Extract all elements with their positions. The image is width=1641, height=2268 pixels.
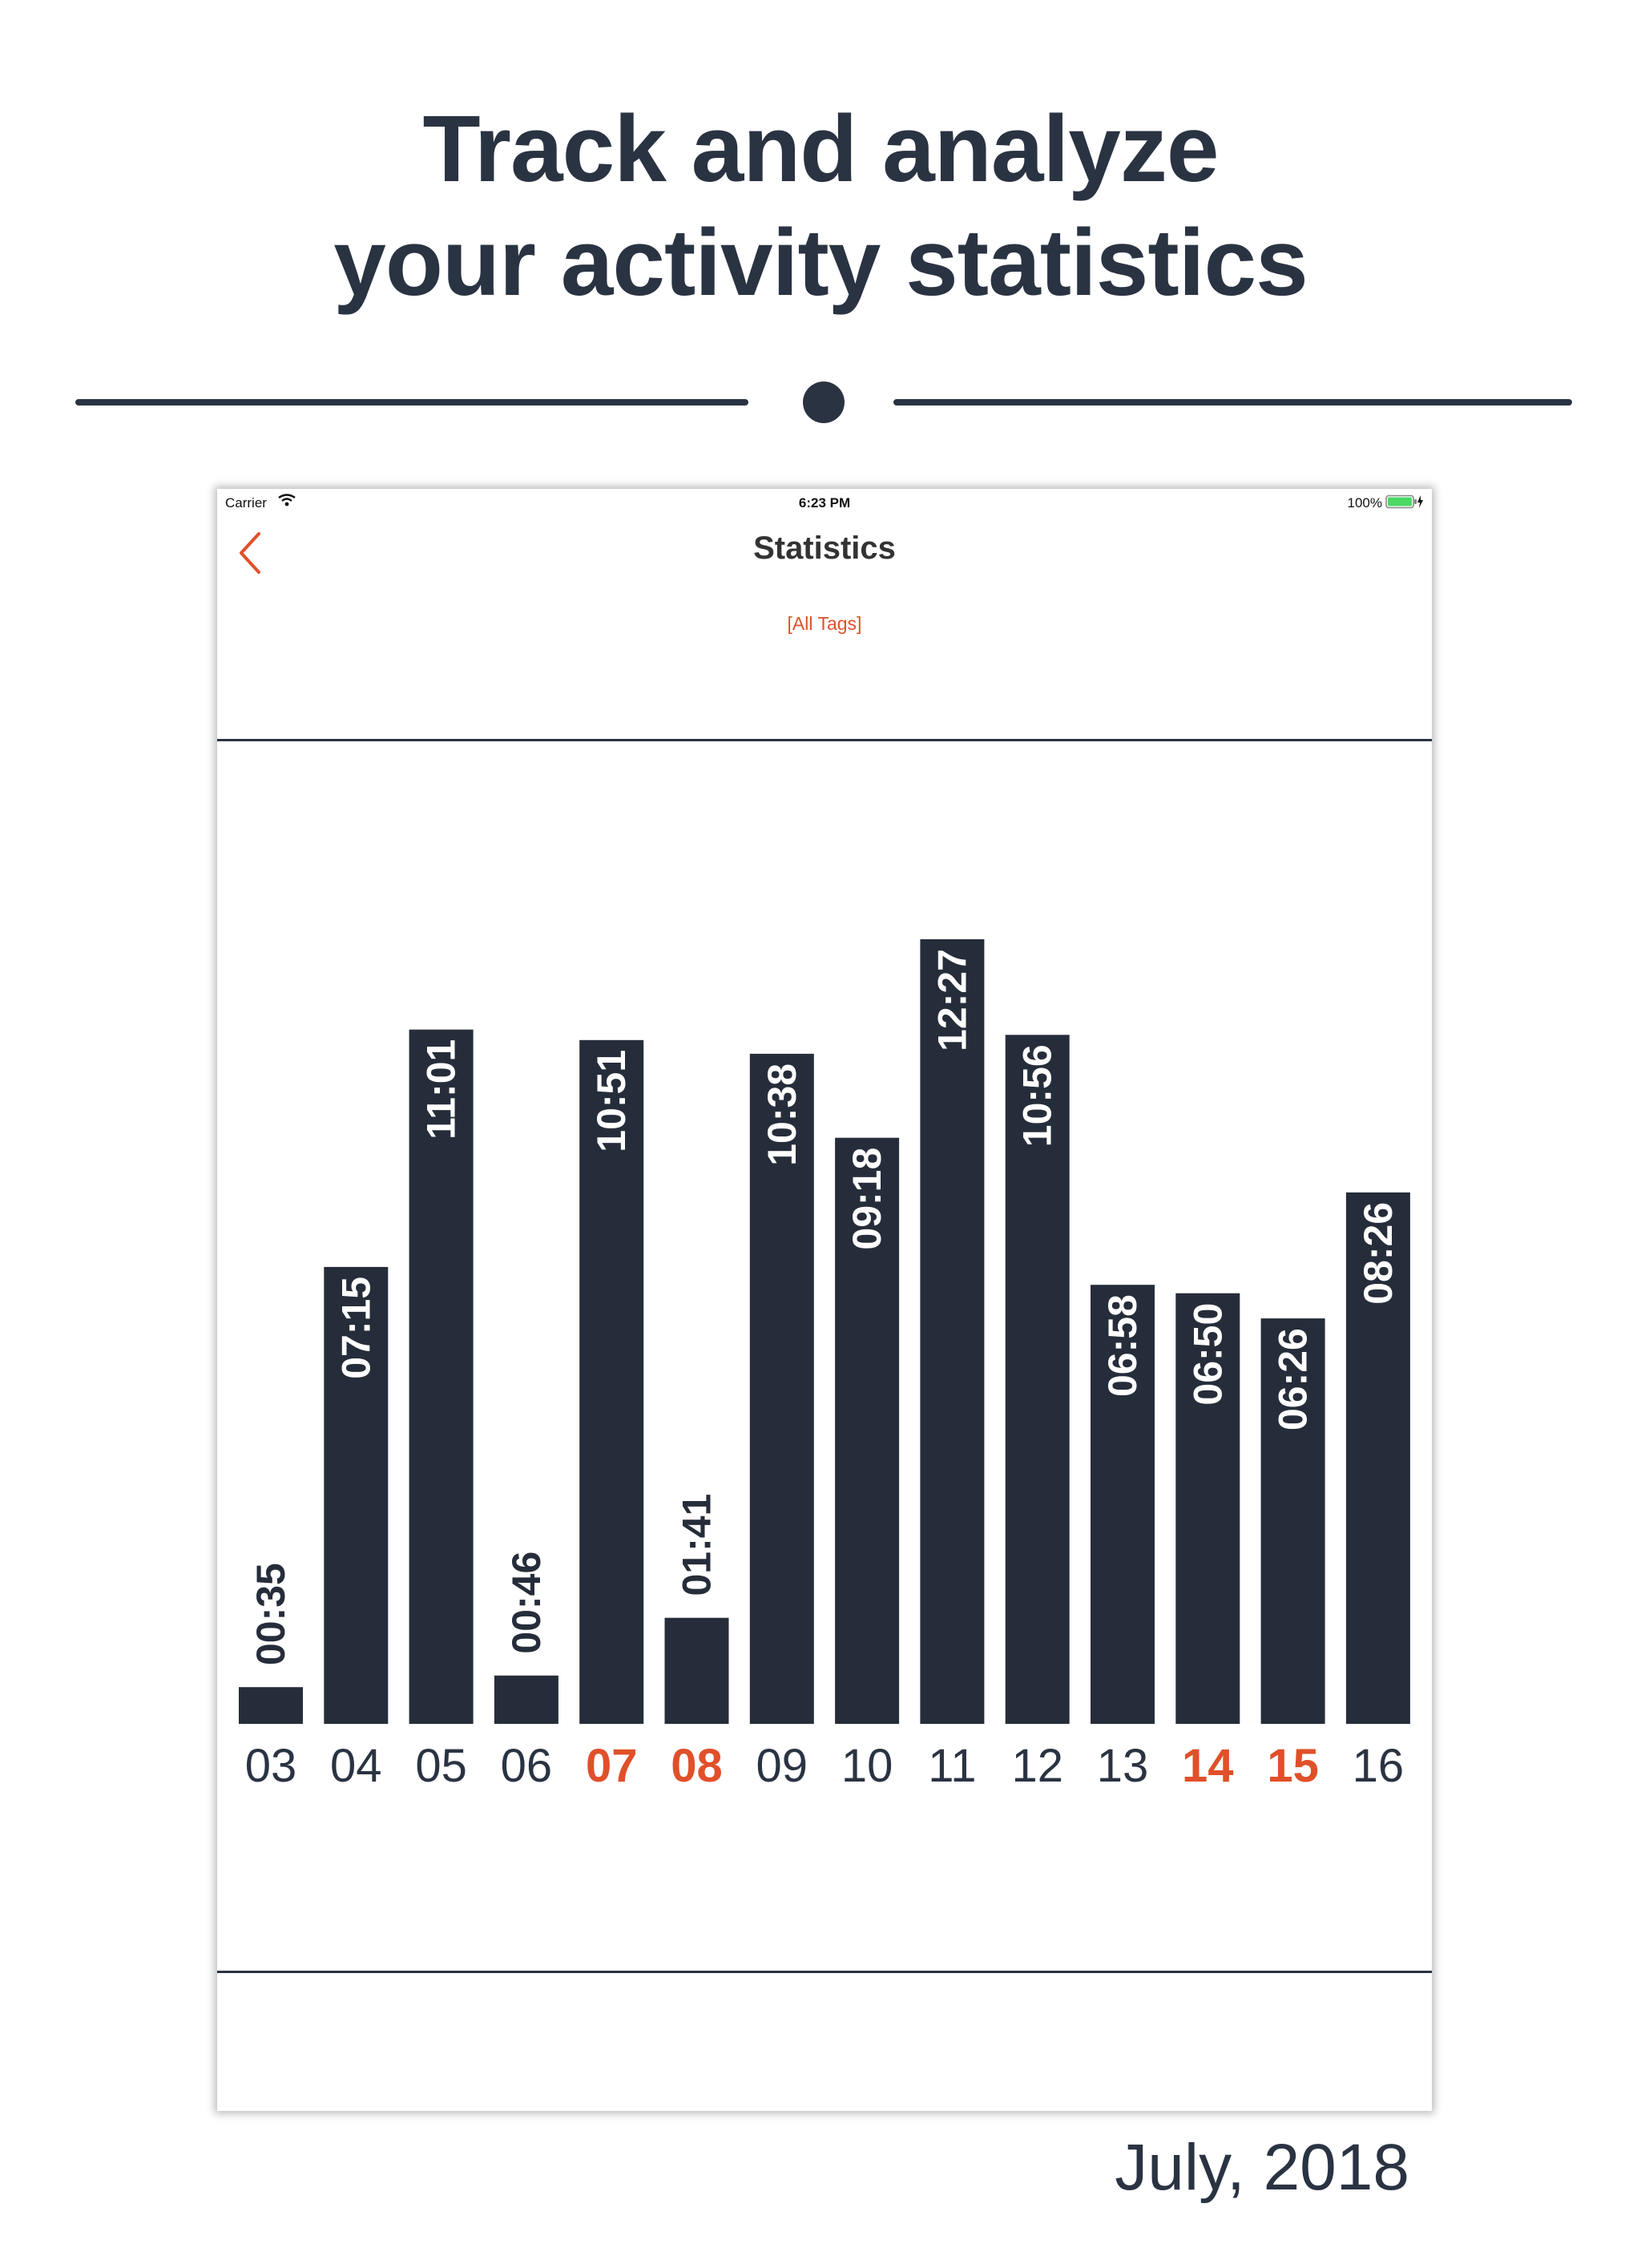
bar-value-label-15: 06:26 (1271, 1328, 1316, 1431)
battery-percent: 100% (1347, 495, 1382, 511)
headline: Track and analyze your activity statisti… (0, 92, 1641, 320)
x-axis-label-14: 14 (1182, 1740, 1234, 1792)
period-label: July, 2018 (1115, 2131, 1409, 2204)
x-axis-label-04: 04 (330, 1740, 382, 1792)
bar-value-label-05: 11:01 (419, 1039, 464, 1140)
bar-value-label-13: 06:58 (1100, 1294, 1145, 1397)
bar-10[interactable] (835, 1137, 900, 1724)
bar-03[interactable] (239, 1687, 303, 1724)
bar-value-label-03: 00:35 (248, 1563, 293, 1665)
x-axis-label-16: 16 (1353, 1740, 1405, 1792)
bar-value-label-16: 08:26 (1356, 1202, 1401, 1305)
battery-icon (1385, 494, 1423, 509)
device-screenshot: Carrier 6:23 PM 100% Statistics [All Tag… (217, 489, 1432, 2204)
bar-13[interactable] (1091, 1285, 1155, 1724)
x-axis-label-10: 10 (841, 1740, 893, 1792)
wifi-icon (278, 494, 296, 506)
bar-value-label-12: 10:56 (1015, 1044, 1060, 1147)
chart-svg: 00:35 03 07:15 04 11:01 05 00:46 06 10:51 07 01:41… (239, 939, 1410, 1792)
divider-line-left (75, 399, 748, 406)
bar-07[interactable] (579, 1039, 644, 1724)
bar-04[interactable] (324, 1266, 389, 1724)
bar-08[interactable] (664, 1617, 729, 1724)
x-axis-label-13: 13 (1097, 1740, 1149, 1792)
tags-filter-label[interactable]: [All Tags] (787, 613, 862, 634)
tags-filter[interactable]: [All Tags] (217, 613, 1432, 635)
x-axis-label-11: 11 (928, 1740, 976, 1792)
activity-chart: 00:35 03 07:15 04 11:01 05 00:46 06 10:51 07 01:41… (217, 741, 1432, 2264)
bar-value-label-04: 07:15 (333, 1277, 378, 1379)
bar-value-label-08: 01:41 (675, 1494, 720, 1596)
bar-11[interactable] (920, 939, 985, 1724)
bar-value-label-06: 00:46 (504, 1552, 549, 1654)
divider-dot (803, 381, 845, 423)
status-time: 6:23 PM (798, 495, 851, 511)
status-bar: Carrier 6:23 PM 100% (217, 489, 1432, 518)
x-axis-label-09: 09 (756, 1740, 808, 1792)
x-axis-label-05: 05 (415, 1740, 467, 1792)
headline-line-2: your activity statistics (333, 210, 1308, 316)
carrier-label: Carrier (225, 495, 267, 511)
x-axis-label-12: 12 (1011, 1740, 1063, 1792)
bar-06[interactable] (494, 1675, 558, 1724)
page-title: Statistics (753, 531, 896, 566)
bar-15[interactable] (1260, 1318, 1325, 1724)
bar-value-label-10: 09:18 (845, 1148, 889, 1250)
headline-line-1: Track and analyze (422, 96, 1219, 202)
divider-line-right (893, 399, 1572, 406)
header-separator (217, 739, 1432, 741)
bar-12[interactable] (1005, 1035, 1070, 1724)
bar-value-label-11: 12:27 (929, 949, 974, 1051)
footer-separator (217, 1971, 1432, 1973)
bar-16[interactable] (1345, 1192, 1410, 1724)
bar-05[interactable] (409, 1029, 474, 1724)
x-axis-label-07: 07 (586, 1740, 638, 1792)
x-axis-label-03: 03 (245, 1740, 297, 1792)
x-axis-label-08: 08 (671, 1740, 723, 1792)
bar-value-label-07: 10:51 (589, 1050, 634, 1152)
bar-14[interactable] (1175, 1293, 1240, 1724)
bar-09[interactable] (749, 1053, 814, 1724)
x-axis-label-15: 15 (1267, 1740, 1319, 1792)
chevron-left-icon[interactable] (235, 529, 267, 577)
bar-value-label-09: 10:38 (760, 1063, 804, 1166)
x-axis-label-06: 06 (501, 1740, 553, 1792)
bar-value-label-14: 06:50 (1185, 1303, 1230, 1406)
